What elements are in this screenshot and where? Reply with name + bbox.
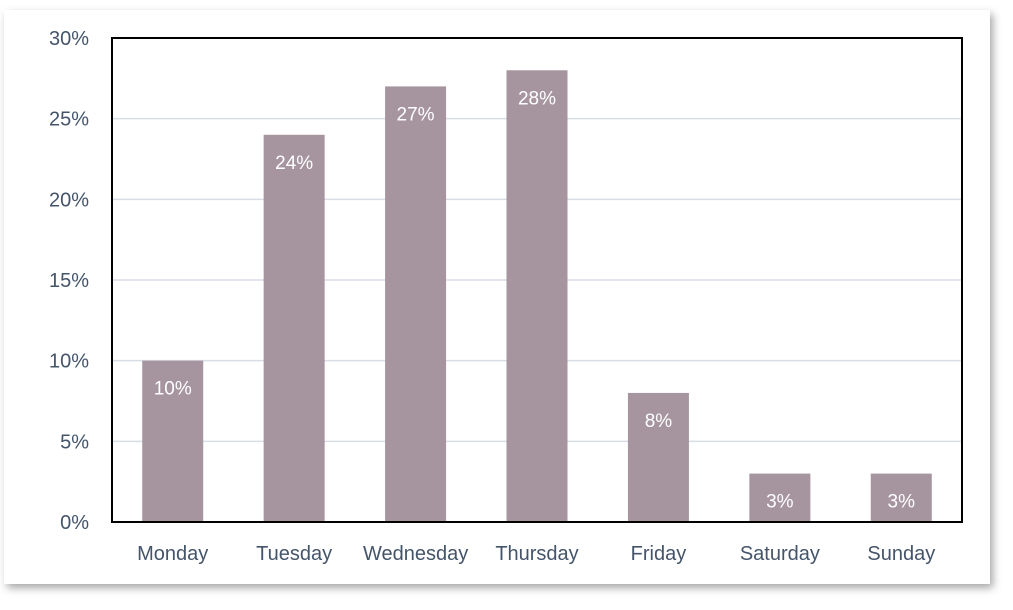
category-label: Monday <box>137 543 208 565</box>
data-label: 8% <box>645 411 673 432</box>
y-tick-label: 15% <box>49 270 89 292</box>
y-tick-label: 20% <box>49 189 89 211</box>
bar-saturday <box>749 473 811 522</box>
data-labels: 10% 24% 27% 28% 8% 3% 3% <box>154 88 915 512</box>
bar-wednesday <box>385 86 447 523</box>
category-label: Sunday <box>867 543 935 565</box>
category-label: Wednesday <box>363 543 468 565</box>
data-label: 24% <box>275 153 313 174</box>
category-label: Saturday <box>740 543 820 565</box>
plot-frame <box>111 37 963 523</box>
bar-tuesday <box>263 134 325 523</box>
y-tick-label: 30% <box>49 28 89 50</box>
y-tick-label: 5% <box>60 431 89 453</box>
y-tick-label: 10% <box>49 351 89 373</box>
category-label: Thursday <box>495 543 578 565</box>
y-tick-label: 0% <box>60 512 89 534</box>
data-label: 3% <box>888 492 916 513</box>
data-label: 27% <box>397 104 435 125</box>
bar-thursday <box>506 70 568 523</box>
bar-monday <box>142 360 204 522</box>
data-label: 10% <box>154 379 192 400</box>
y-tick-label: 25% <box>49 109 89 131</box>
bars <box>142 70 932 523</box>
category-label: Friday <box>631 543 687 565</box>
y-axis-tick-labels: 0% 5% 10% 15% 20% 25% 30% <box>49 28 89 534</box>
bar-sunday <box>870 473 932 522</box>
bar-friday <box>627 392 689 522</box>
x-axis-category-labels: Monday Tuesday Wednesday Thursday Friday Satu… <box>137 543 935 565</box>
data-label: 28% <box>518 88 556 109</box>
category-label: Tuesday <box>256 543 332 565</box>
data-label: 3% <box>766 492 794 513</box>
